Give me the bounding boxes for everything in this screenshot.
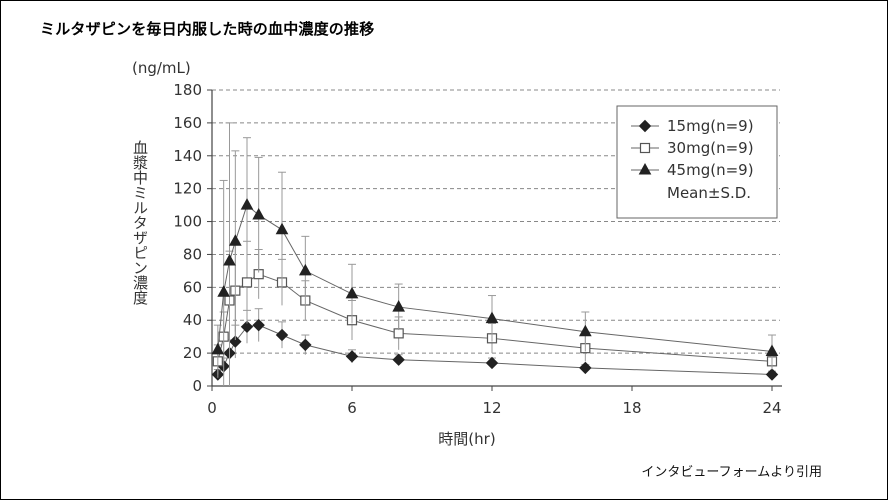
diamond-marker: [240, 320, 254, 334]
diamond-marker: [275, 328, 289, 342]
diamond-marker: [392, 353, 405, 366]
diamond-marker: [229, 335, 242, 348]
legend-label: 30mg(n=9): [667, 139, 754, 157]
triangle-marker: [765, 344, 779, 356]
triangle-marker: [223, 253, 236, 266]
diamond-marker: [252, 318, 265, 332]
y-tick-label: 180: [173, 81, 202, 99]
diamond-marker: [299, 338, 312, 352]
series-line: [217, 204, 773, 352]
triangle-marker: [275, 222, 289, 235]
triangle-marker: [228, 234, 242, 246]
legend-label: 15mg(n=9): [667, 117, 754, 135]
x-tick-label: 18: [622, 399, 641, 417]
triangle-marker: [298, 263, 312, 276]
triangle-marker: [240, 198, 254, 210]
diamond-marker: [579, 361, 592, 375]
triangle-marker: [252, 207, 266, 220]
y-tick-label: 120: [173, 180, 202, 198]
plot-area: 0 20 40 60 80 100 120 140 160 180 0 6 12 18 24 15mg(n=9…: [173, 81, 782, 417]
y-tick-label: 0: [192, 377, 202, 395]
y-tick-label: 140: [173, 147, 202, 165]
x-tick-label: 24: [762, 399, 781, 417]
source-note: インタビューフォームより引用: [641, 465, 822, 480]
x-tick-label: 6: [347, 399, 357, 417]
y-tick-label: 80: [183, 245, 202, 263]
x-axis-label: 時間(hr): [438, 430, 495, 448]
y-tick-label: 60: [183, 278, 202, 296]
triangle-marker: [578, 324, 592, 337]
triangle-marker: [217, 285, 231, 297]
triangle-marker: [485, 311, 499, 324]
legend-diamond-marker: [638, 119, 652, 133]
legend-square-marker: [639, 142, 651, 154]
x-tick-label: 12: [482, 399, 501, 417]
y-tick-label: 100: [173, 213, 202, 231]
square-marker: [393, 328, 404, 339]
diamond-marker: [485, 356, 499, 370]
diamond-marker: [345, 350, 359, 363]
triangle-marker: [211, 342, 225, 355]
legend-note: Mean±S.D.: [667, 184, 751, 202]
chart-title: ミルタザピンを毎日内服した時の血中濃度の推移: [40, 20, 375, 38]
series-line: [217, 324, 773, 375]
x-tick-label: 0: [207, 399, 217, 417]
triangle-marker: [392, 300, 406, 312]
y-tick-label: 20: [183, 344, 202, 362]
y-tick-label: 40: [183, 311, 202, 329]
legend-triangle-marker: [638, 162, 652, 175]
square-marker: [241, 277, 253, 288]
triangle-marker: [345, 286, 359, 299]
y-tick-label: 160: [173, 114, 202, 132]
diamond-marker: [765, 368, 779, 381]
y-unit-label: (ng/mL): [132, 59, 191, 77]
legend-label: 45mg(n=9): [667, 161, 754, 179]
y-axis-label: 血漿中ミルタザピン濃度: [131, 140, 149, 305]
